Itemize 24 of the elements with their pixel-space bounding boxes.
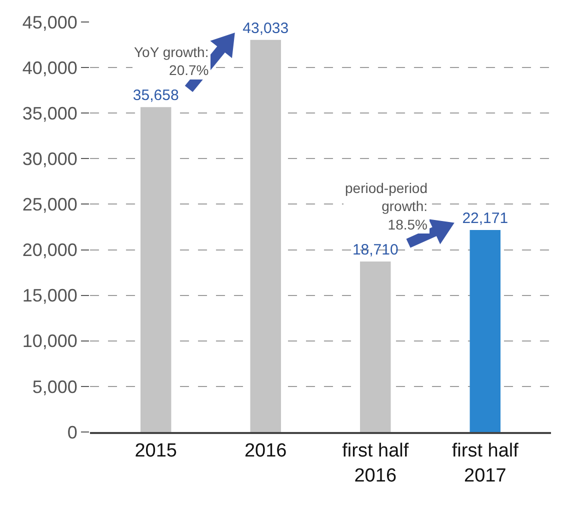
y-tick-label: 15,000 [22,286,78,306]
bar [250,40,281,432]
x-tick-label: first half 2017 [452,440,520,486]
bar [470,230,501,432]
y-tick-label: 45,000 [22,12,78,32]
y-tick-label: 40,000 [22,58,78,78]
y-tick-label: 5,000 [32,376,78,397]
x-tick-label: first half 2016 [342,440,410,486]
y-tick-label: 0 [67,422,78,442]
data-label: 22,171 [462,210,508,227]
annotation: period-period growth: 18.5% [345,180,428,232]
y-tick-label: 25,000 [22,194,78,215]
bar [360,262,391,432]
y-tick-label: 10,000 [22,331,78,352]
data-label: 35,658 [132,87,179,104]
x-tick-label: 2016 [244,440,287,462]
x-tick-label: 2015 [134,440,177,462]
y-tick-label: 35,000 [22,103,78,124]
annotation: YoY growth: 20.7% [134,44,209,78]
bar [140,107,172,432]
y-tick-label: 30,000 [22,148,78,169]
data-label: 18,710 [352,242,398,259]
data-label: 43,033 [242,20,289,37]
y-tick-label: 20,000 [22,240,78,260]
